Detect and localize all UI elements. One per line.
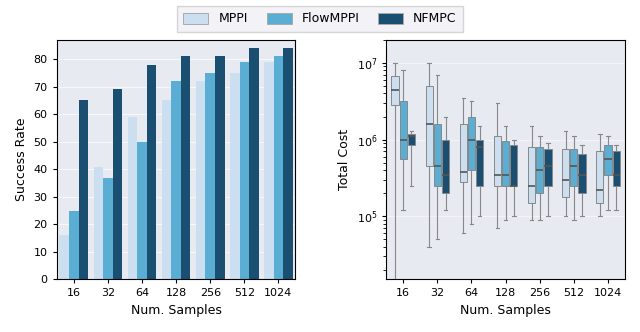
Bar [127,117,137,280]
Bar [93,167,103,280]
Bar [172,81,181,280]
PathPatch shape [612,151,620,186]
PathPatch shape [596,151,604,203]
PathPatch shape [579,154,586,193]
Bar [113,89,122,280]
PathPatch shape [460,124,467,182]
PathPatch shape [536,147,543,193]
Y-axis label: Success Rate: Success Rate [15,118,28,202]
PathPatch shape [544,149,552,186]
Bar [215,56,225,280]
PathPatch shape [562,149,569,197]
Legend: MPPI, FlowMPPI, NFMPC: MPPI, FlowMPPI, NFMPC [177,6,463,32]
Bar [60,235,69,280]
Bar [137,142,147,280]
Bar [205,73,215,280]
Bar [103,178,113,280]
Y-axis label: Total Cost: Total Cost [338,129,351,190]
PathPatch shape [426,86,433,166]
Bar [274,56,284,280]
Bar [264,62,274,280]
PathPatch shape [476,139,483,186]
Bar [79,100,88,280]
PathPatch shape [494,136,501,186]
Bar [69,210,79,280]
PathPatch shape [468,117,475,170]
PathPatch shape [502,141,509,186]
PathPatch shape [570,149,577,186]
X-axis label: Num. Samples: Num. Samples [460,304,551,317]
PathPatch shape [399,101,407,159]
PathPatch shape [392,76,399,105]
Bar [239,62,249,280]
PathPatch shape [510,145,517,186]
Bar [249,48,259,280]
Bar [147,65,156,280]
PathPatch shape [528,147,535,203]
PathPatch shape [442,139,449,193]
Bar [230,73,239,280]
Bar [162,100,172,280]
X-axis label: Num. Samples: Num. Samples [131,304,221,317]
PathPatch shape [408,133,415,145]
PathPatch shape [434,124,441,186]
Bar [196,81,205,280]
Bar [284,48,292,280]
PathPatch shape [604,145,612,175]
Bar [181,56,191,280]
